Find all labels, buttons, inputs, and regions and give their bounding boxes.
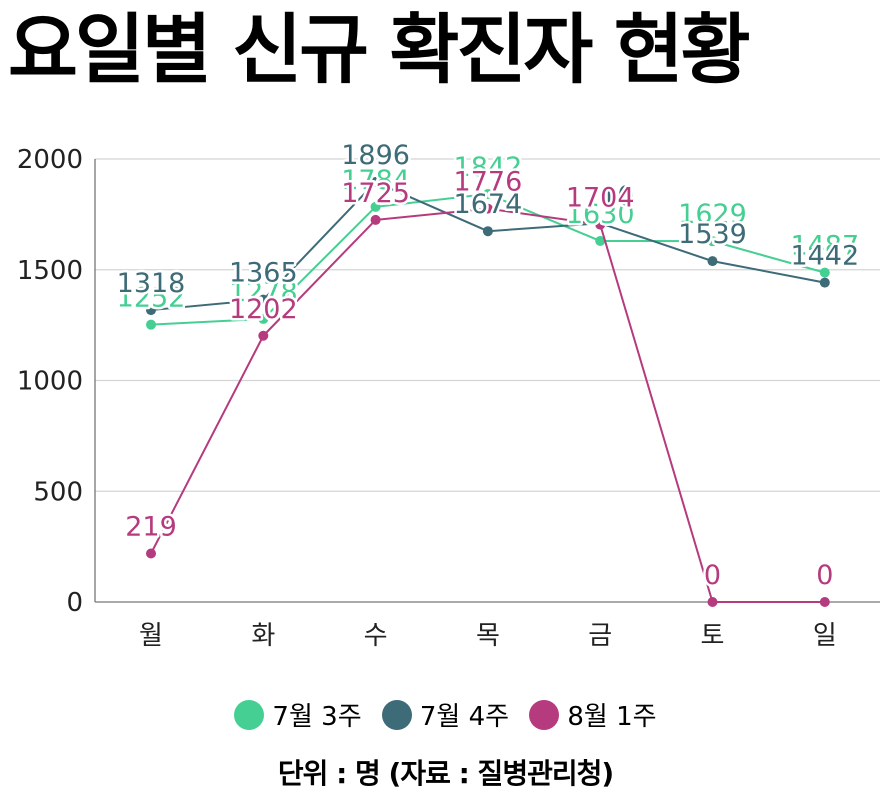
- grid-layer: [95, 158, 880, 492]
- series-3-point-0: [146, 548, 156, 559]
- legend-swatch-series-2: [381, 699, 412, 730]
- series-3-label-2: 1725: [341, 178, 410, 209]
- series-3-label-1: 1202: [229, 294, 298, 325]
- series-1-point-1: [258, 313, 269, 324]
- legend-item-series-2[interactable]: 7월 4주: [381, 696, 510, 733]
- legend-label-series-3: 8월 1주: [567, 702, 657, 732]
- series-2-point-1: [258, 294, 269, 305]
- legend-item-series-3[interactable]: 8월 1주: [529, 696, 657, 733]
- x-tick-label-5: 토: [701, 621, 725, 651]
- series-2-label-3: 1674: [454, 189, 523, 220]
- legend-swatch-series-1: [234, 699, 265, 730]
- x-tick-label-3: 목: [476, 621, 500, 651]
- series-3-label-6: 0: [816, 560, 833, 591]
- series-2-point-6: [819, 277, 830, 288]
- series-1-point-0: [146, 319, 156, 330]
- series-2-point-3: [482, 226, 493, 237]
- source-note: 단위 : 명 (자료 : 질병관리청): [277, 757, 614, 790]
- y-tick-label-2000: 2000: [17, 145, 83, 175]
- legend-label-series-1: 7월 3주: [272, 702, 362, 732]
- series-1-label-4: 1630: [566, 199, 635, 230]
- series-layer: [146, 177, 830, 607]
- series-3-label-5: 0: [704, 560, 721, 591]
- series-1-label-6: 1487: [790, 231, 859, 262]
- series-1-label-1: 1278: [229, 277, 298, 308]
- legend-item-series-1[interactable]: 7월 3주: [234, 696, 362, 733]
- series-2-label-2: 1896: [341, 140, 410, 171]
- x-tick-label-6: 일: [813, 621, 837, 651]
- series-3-label-3: 1776: [454, 167, 523, 198]
- series-2-label-5: 1539: [678, 219, 747, 250]
- series-3-label-0: 219: [125, 511, 177, 542]
- series-3-point-1: [258, 330, 269, 341]
- x-tick-label-1: 화: [251, 621, 275, 651]
- series-2-point-0: [146, 305, 156, 316]
- series-1-point-2: [370, 201, 381, 212]
- series-3-point-6: [819, 597, 830, 607]
- x-tick-label-0: 월: [139, 621, 163, 651]
- y-tick-label-500: 500: [33, 477, 83, 507]
- series-1-label-3: 1842: [454, 152, 523, 183]
- x-tick-label-4: 금: [588, 621, 612, 651]
- axis-layer: 0 500 1000 1500 2000 월 화 수 목 금 토 일: [17, 145, 880, 651]
- line-chart: 0 500 1000 1500 2000 월 화 수 목 금 토 일 1252 1278 1784 1842…: [16, 138, 880, 651]
- series-1-point-4: [595, 235, 606, 246]
- series-1-point-6: [819, 267, 830, 278]
- legend-label-series-2: 7월 4주: [419, 702, 510, 732]
- y-tick-label-1000: 1000: [17, 367, 83, 397]
- series-2-label-0: 1318: [117, 268, 186, 299]
- series-3-label-4: 1704: [566, 183, 635, 214]
- series-3-point-3: [482, 203, 493, 214]
- series-2-label-1: 1365: [229, 258, 298, 289]
- y-tick-label-1500: 1500: [17, 256, 83, 286]
- label-layer: 1252 1278 1784 1842 1630 1629 1487 1318 1365 1896…: [114, 138, 862, 594]
- series-3-point-2: [370, 214, 381, 225]
- series-3-point-5: [707, 597, 718, 607]
- series-3-point-4: [595, 219, 606, 230]
- chart-title: 요일별 신규 확진자 현황: [8, 5, 751, 94]
- legend: 7월 3주 7월 4주 8월 1주: [0, 696, 891, 737]
- series-1-label-0: 1252: [117, 283, 186, 314]
- series-2-label-6: 1442: [790, 241, 859, 272]
- x-tick-label-2: 수: [364, 621, 388, 651]
- legend-swatch-series-3: [529, 699, 560, 730]
- series-1-point-5: [707, 236, 718, 247]
- series-2-label-4: 1710: [566, 181, 635, 212]
- y-tick-label-0: 0: [66, 588, 83, 618]
- series-1-label-5: 1629: [678, 199, 747, 230]
- series-1-label-2: 1784: [341, 165, 410, 196]
- series-2-point-2: [370, 177, 381, 188]
- series-2-point-5: [707, 256, 718, 267]
- series-1-point-3: [482, 188, 493, 199]
